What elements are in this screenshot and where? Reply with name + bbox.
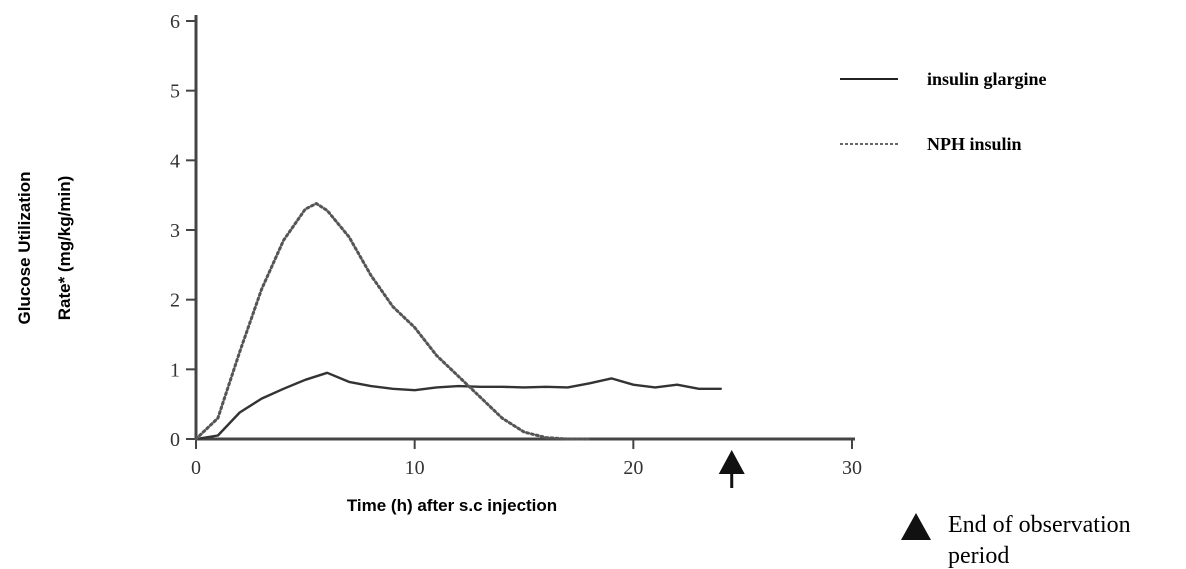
legend-label-glargine: insulin glargine (927, 69, 1047, 89)
x-tick-label: 0 (191, 457, 201, 479)
triangle-up-icon (901, 513, 931, 540)
y-axis-title-line-2: Rate* (mg/kg/min) (55, 176, 74, 321)
x-ticks: 0 10 20 30 (191, 439, 862, 479)
x-tick-label: 10 (405, 457, 425, 479)
series-line-glargine (194, 371, 722, 441)
y-axis-title: Glucose Utilization Rate* (mg/kg/min) (15, 171, 74, 324)
x-tick-label: 20 (623, 457, 643, 479)
y-tick-label: 5 (170, 81, 180, 103)
legend-label-nph: NPH insulin (927, 134, 1022, 154)
x-tick-label: 30 (842, 457, 862, 479)
y-tick-label: 3 (170, 220, 180, 242)
y-tick-label: 0 (170, 429, 180, 451)
y-tick-label: 1 (170, 359, 180, 381)
x-axis-title: Time (h) after s.c injection (347, 496, 557, 515)
legend: insulin glargine NPH insulin (840, 69, 1047, 154)
end-of-observation-note: End of observation period (901, 512, 1131, 569)
triangle-up-icon (718, 450, 745, 488)
y-tick-label: 4 (170, 150, 180, 172)
end-marker-triangle (718, 450, 745, 474)
y-axis-title-line-1: Glucose Utilization (15, 171, 34, 324)
series-layer (194, 202, 722, 441)
end-note-line-1: End of observation (948, 512, 1131, 538)
end-note-line-2: period (948, 543, 1009, 569)
y-tick-label: 2 (170, 290, 180, 312)
y-ticks: 0 1 2 3 4 5 6 (170, 11, 196, 451)
series-line-nph (194, 202, 592, 441)
y-tick-label: 6 (170, 11, 180, 33)
